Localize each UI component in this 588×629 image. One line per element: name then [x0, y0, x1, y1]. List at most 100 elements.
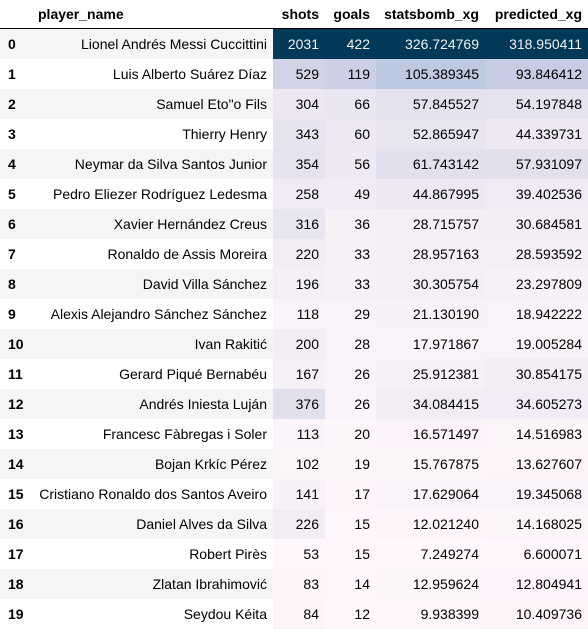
goals-cell: 49: [325, 179, 376, 209]
row-index: 10: [0, 329, 32, 359]
player-name-cell: Ronaldo de Assis Moreira: [32, 239, 273, 269]
shots-cell: 258: [273, 179, 325, 209]
goals-cell: 60: [325, 119, 376, 149]
shots-cell: 102: [273, 449, 325, 479]
header-statsbomb-xg: statsbomb_xg: [376, 0, 485, 29]
row-index: 11: [0, 359, 32, 389]
row-index: 6: [0, 209, 32, 239]
predicted-xg-cell: 12.804941: [485, 569, 588, 599]
header-index: [0, 0, 32, 29]
predicted-xg-cell: 13.627607: [485, 449, 588, 479]
predicted-xg-cell: 57.931097: [485, 149, 588, 179]
row-index: 19: [0, 599, 32, 629]
shots-cell: 529: [273, 59, 325, 89]
player-name-cell: Xavier Hernández Creus: [32, 209, 273, 239]
row-index: 9: [0, 299, 32, 329]
predicted-xg-cell: 28.593592: [485, 239, 588, 269]
statsbomb-xg-cell: 30.305754: [376, 269, 485, 299]
goals-cell: 15: [325, 539, 376, 569]
goals-cell: 28: [325, 329, 376, 359]
player-name-cell: Daniel Alves da Silva: [32, 509, 273, 539]
shots-cell: 200: [273, 329, 325, 359]
statsbomb-xg-cell: 7.249274: [376, 539, 485, 569]
player-name-cell: Seydou Kéita: [32, 599, 273, 629]
player-name-cell: Neymar da Silva Santos Junior: [32, 149, 273, 179]
statsbomb-xg-cell: 326.724769: [376, 29, 485, 60]
row-index: 17: [0, 539, 32, 569]
predicted-xg-cell: 18.942222: [485, 299, 588, 329]
statsbomb-xg-cell: 17.629064: [376, 479, 485, 509]
goals-cell: 29: [325, 299, 376, 329]
player-name-cell: Robert Pirès: [32, 539, 273, 569]
player-name-cell: Ivan Rakitić: [32, 329, 273, 359]
player-name-cell: Luis Alberto Suárez Díaz: [32, 59, 273, 89]
goals-cell: 12: [325, 599, 376, 629]
goals-cell: 26: [325, 359, 376, 389]
shots-cell: 354: [273, 149, 325, 179]
row-index: 13: [0, 419, 32, 449]
header-player-name: player_name: [32, 0, 273, 29]
statsbomb-xg-cell: 15.767875: [376, 449, 485, 479]
goals-cell: 14: [325, 569, 376, 599]
shots-cell: 316: [273, 209, 325, 239]
shots-cell: 167: [273, 359, 325, 389]
shots-cell: 304: [273, 89, 325, 119]
goals-cell: 56: [325, 149, 376, 179]
predicted-xg-cell: 14.516983: [485, 419, 588, 449]
row-index: 14: [0, 449, 32, 479]
row-index: 1: [0, 59, 32, 89]
statsbomb-xg-cell: 12.959624: [376, 569, 485, 599]
player-name-cell: Gerard Piqué Bernabéu: [32, 359, 273, 389]
player-name-cell: David Villa Sánchez: [32, 269, 273, 299]
goals-cell: 33: [325, 269, 376, 299]
predicted-xg-cell: 19.345068: [485, 479, 588, 509]
statsbomb-xg-cell: 52.865947: [376, 119, 485, 149]
predicted-xg-cell: 44.339731: [485, 119, 588, 149]
shots-cell: 376: [273, 389, 325, 419]
header-goals: goals: [325, 0, 376, 29]
goals-cell: 66: [325, 89, 376, 119]
statsbomb-xg-cell: 61.743142: [376, 149, 485, 179]
predicted-xg-cell: 30.684581: [485, 209, 588, 239]
header-predicted-xg: predicted_xg: [485, 0, 588, 29]
row-index: 16: [0, 509, 32, 539]
predicted-xg-cell: 10.409736: [485, 599, 588, 629]
predicted-xg-cell: 39.402536: [485, 179, 588, 209]
goals-cell: 20: [325, 419, 376, 449]
goals-cell: 36: [325, 209, 376, 239]
statsbomb-xg-cell: 105.389345: [376, 59, 485, 89]
predicted-xg-cell: 54.197848: [485, 89, 588, 119]
statsbomb-xg-cell: 34.084415: [376, 389, 485, 419]
predicted-xg-cell: 34.605273: [485, 389, 588, 419]
row-index: 0: [0, 29, 32, 60]
shots-cell: 196: [273, 269, 325, 299]
statsbomb-xg-cell: 21.130190: [376, 299, 485, 329]
player-name-cell: Pedro Eliezer Rodríguez Ledesma: [32, 179, 273, 209]
row-index: 4: [0, 149, 32, 179]
shots-cell: 220: [273, 239, 325, 269]
shots-cell: 141: [273, 479, 325, 509]
statsbomb-xg-cell: 16.571497: [376, 419, 485, 449]
row-index: 5: [0, 179, 32, 209]
row-index: 12: [0, 389, 32, 419]
shots-cell: 113: [273, 419, 325, 449]
statsbomb-xg-cell: 28.957163: [376, 239, 485, 269]
goals-cell: 119: [325, 59, 376, 89]
